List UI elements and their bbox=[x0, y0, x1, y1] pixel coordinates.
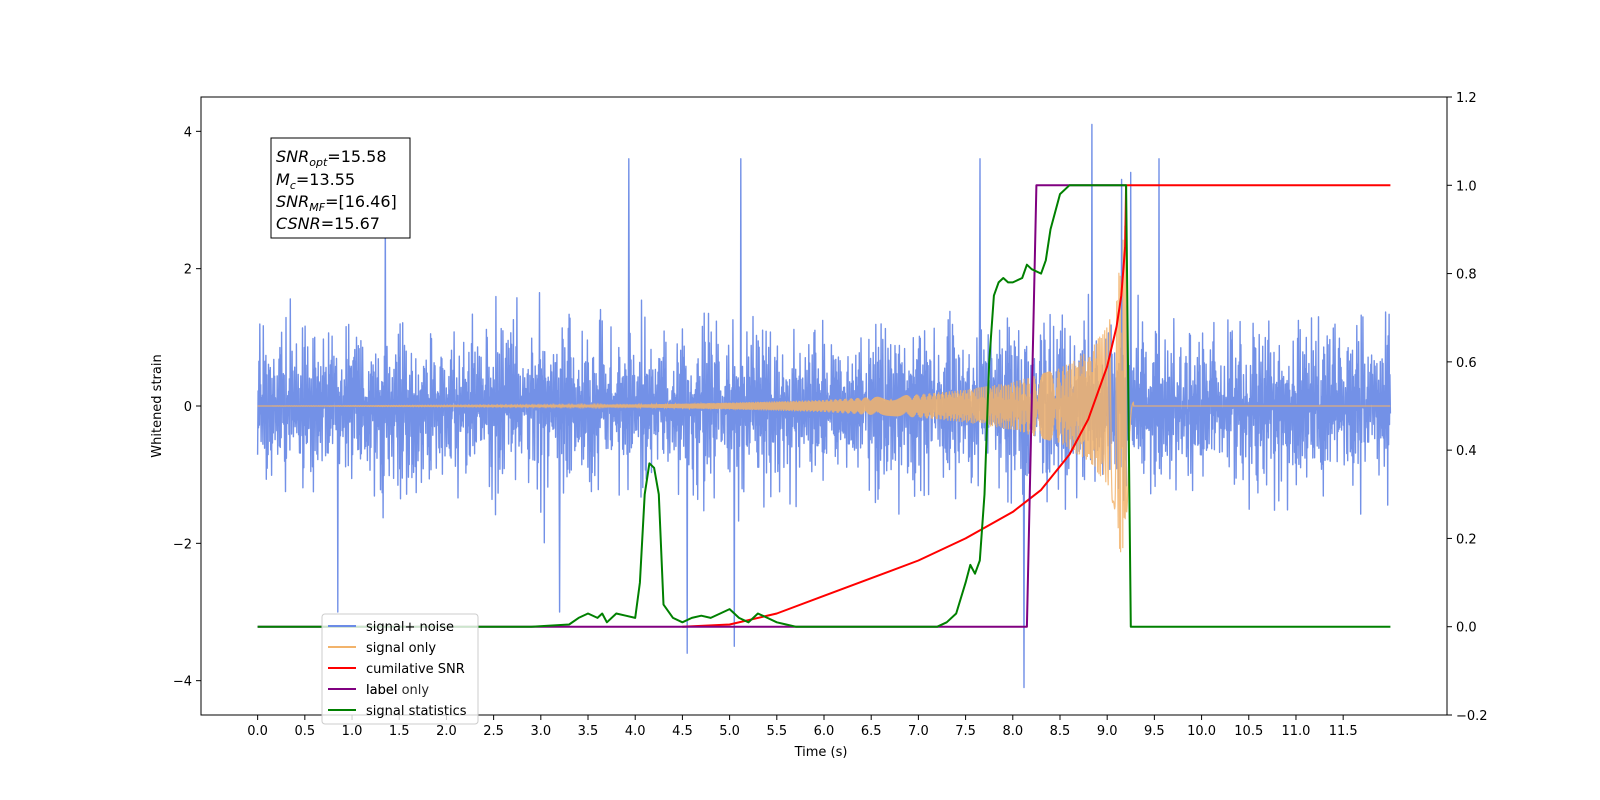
x-axis-ticks: 0.0 0.5 1.0 1.5 2.0 2.5 3.0 3.5 4.0 4.5 5.0 5.5 6.0 6… bbox=[247, 715, 1358, 739]
x-tick-label: 2.5 bbox=[483, 724, 504, 739]
x-tick-label: 8.5 bbox=[1050, 724, 1071, 739]
x-tick-label: 3.5 bbox=[578, 724, 599, 739]
x-tick-label: 0.0 bbox=[247, 724, 268, 739]
series-cumilative-snr bbox=[682, 184, 1391, 628]
x-tick-label: 9.0 bbox=[1097, 724, 1118, 739]
x-tick-label: 11.0 bbox=[1281, 724, 1310, 739]
annotation-snr-mf: SNRMF=[16.46] bbox=[276, 192, 397, 214]
y-tick-label: 2 bbox=[184, 263, 192, 278]
y2-tick-label: 1.2 bbox=[1456, 91, 1477, 106]
series-signal-noise bbox=[256, 123, 1392, 689]
x-tick-label: 0.5 bbox=[294, 724, 315, 739]
x-tick-label: 11.5 bbox=[1329, 724, 1358, 739]
x-tick-label: 1.0 bbox=[342, 724, 363, 739]
x-tick-label: 6.0 bbox=[814, 724, 835, 739]
y-axis-label: Whitened strain bbox=[150, 354, 165, 457]
legend-label-signal-statistics: signal statistics bbox=[366, 704, 467, 719]
x-tick-label: 7.5 bbox=[955, 724, 976, 739]
legend-label-label: label bbox=[366, 683, 397, 698]
x-tick-label: 8.0 bbox=[1002, 724, 1023, 739]
x-tick-label: 3.0 bbox=[530, 724, 551, 739]
legend-label-label-only: label only bbox=[366, 683, 429, 698]
y2-tick-label: 0.0 bbox=[1456, 621, 1477, 636]
annotation-snr-opt: SNRopt=15.58 bbox=[276, 147, 387, 169]
x-tick-label: 4.5 bbox=[672, 724, 693, 739]
y2-tick-label: 0.4 bbox=[1456, 444, 1477, 459]
y-tick-label: 4 bbox=[184, 125, 192, 140]
series-signal-statistics bbox=[257, 184, 1391, 628]
legend-label-signal-only: signal only bbox=[366, 641, 436, 656]
x-tick-label: 9.5 bbox=[1144, 724, 1165, 739]
series-signal-only bbox=[257, 223, 1391, 553]
y-tick-label: −2 bbox=[173, 537, 192, 552]
y2-tick-label: 0.6 bbox=[1456, 356, 1477, 371]
y2-tick-label: 1.0 bbox=[1456, 179, 1477, 194]
legend-label-cumulative-snr: cumilative SNR bbox=[366, 662, 465, 677]
y-tick-label: −4 bbox=[173, 675, 192, 690]
y2-axis-ticks: 1.2 1.0 0.8 0.6 0.4 0.2 0.0 −0.2 bbox=[1447, 91, 1488, 724]
y-axis-ticks: 4 2 0 −2 −4 bbox=[173, 125, 201, 690]
x-tick-label: 10.0 bbox=[1187, 724, 1216, 739]
legend: signal+ noise signal only cumilative SNR… bbox=[321, 613, 479, 725]
annotation-box: SNRopt=15.58 Mc=13.55 SNRMF=[16.46] CSNR… bbox=[270, 137, 411, 239]
y2-tick-label: −0.2 bbox=[1456, 709, 1488, 724]
y2-tick-label: 0.2 bbox=[1456, 532, 1477, 547]
plot-frame bbox=[200, 96, 1448, 716]
x-tick-label: 4.0 bbox=[625, 724, 646, 739]
y2-tick-label: 0.8 bbox=[1456, 268, 1477, 283]
x-tick-label: 10.5 bbox=[1234, 724, 1263, 739]
annotation-csnr: CSNR=15.67 bbox=[276, 214, 380, 233]
x-tick-label: 7.0 bbox=[908, 724, 929, 739]
x-tick-label: 5.5 bbox=[766, 724, 787, 739]
x-tick-label: 2.0 bbox=[436, 724, 457, 739]
y-tick-label: 0 bbox=[184, 400, 192, 415]
x-tick-label: 1.5 bbox=[389, 724, 410, 739]
annotation-mc: Mc=13.55 bbox=[276, 170, 355, 192]
x-axis-label: Time (s) bbox=[794, 745, 848, 760]
series-layer bbox=[256, 123, 1392, 689]
legend-label-signal-noise: signal+ noise bbox=[366, 620, 454, 635]
x-tick-label: 6.5 bbox=[861, 724, 882, 739]
x-tick-label: 5.0 bbox=[719, 724, 740, 739]
